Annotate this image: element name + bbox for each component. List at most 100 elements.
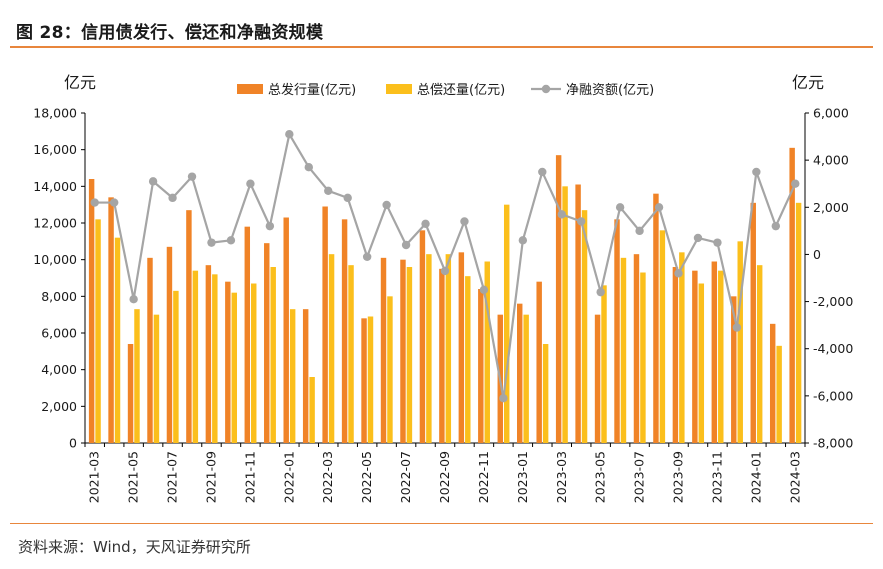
left-tick-label: 14,000: [33, 179, 77, 194]
bar-total-repayment: [484, 261, 490, 443]
net-financing-point: [791, 179, 800, 188]
net-financing-line-layer: [90, 130, 800, 403]
bar-total-issuance: [283, 217, 289, 443]
net-financing-point: [518, 236, 528, 245]
net-financing-point: [304, 163, 313, 172]
bar-total-issuance: [594, 314, 601, 443]
bar-total-repayment: [426, 254, 432, 443]
net-financing-point: [577, 217, 586, 226]
net-financing-point: [460, 217, 469, 226]
bar-total-issuance: [633, 254, 640, 443]
bar-total-issuance: [653, 193, 659, 443]
right-tick-label: 4,000: [813, 153, 849, 168]
bar-total-issuance: [731, 296, 737, 443]
bar-total-repayment: [640, 272, 646, 443]
bar-total-issuance: [692, 270, 698, 443]
bar-total-repayment: [289, 309, 296, 443]
left-tick-label: 0: [69, 436, 77, 451]
x-tick-label: 2023-01: [515, 451, 530, 503]
bar-total-issuance: [750, 202, 756, 443]
x-tick-label: 2024-03: [787, 451, 802, 503]
x-tick-label: 2022-01: [281, 451, 296, 503]
bar-total-issuance: [789, 147, 795, 444]
bar-total-issuance: [517, 303, 523, 443]
bar-total-issuance: [419, 230, 426, 443]
bar-total-issuance: [458, 252, 465, 443]
legend-label-repayment: 总偿还量(亿元): [417, 83, 505, 98]
right-tick-label: -4,000: [813, 341, 853, 356]
net-financing-point: [285, 130, 294, 139]
x-tick-label: 2021-11: [242, 451, 257, 503]
x-tick-label: 2021-03: [87, 451, 102, 503]
net-financing-point: [615, 203, 625, 212]
bar-total-repayment: [192, 270, 199, 443]
x-tick-label: 2023-05: [593, 451, 608, 503]
net-financing-point: [479, 285, 489, 294]
right-tick-label: 6,000: [813, 106, 849, 121]
net-financing-point: [557, 210, 566, 219]
bar-total-repayment: [756, 265, 763, 443]
bar-total-issuance: [166, 246, 173, 443]
net-financing-point: [693, 233, 703, 243]
right-tick-label: -2,000: [813, 294, 853, 309]
credit-bond-chart: 0 2,000 4,000 6,000 8,000 10,000 12,000 14,000 1…: [33, 73, 853, 503]
legend-label-issuance: 总发行量(亿元): [268, 82, 356, 98]
x-tick-label: 2021-05: [126, 451, 141, 503]
net-financing-point: [771, 221, 781, 231]
legend: 总发行量(亿元) 总偿还量(亿元) 净融资额(亿元): [237, 82, 654, 98]
net-financing-point: [148, 177, 158, 186]
x-tick-label: 2022-11: [476, 451, 491, 503]
bar-total-issuance: [769, 323, 776, 443]
bar-total-repayment: [523, 314, 529, 443]
bar-total-repayment: [795, 202, 802, 443]
left-axis-unit: 亿元: [64, 73, 96, 92]
net-financing-point: [168, 193, 177, 203]
bar-total-repayment: [542, 344, 549, 443]
bar-total-repayment: [562, 186, 568, 444]
bar-total-repayment: [95, 219, 101, 443]
bar-total-issuance: [205, 265, 212, 443]
source-note: 资料来源：Wind，天风证券研究所: [18, 538, 251, 556]
net-financing-point: [538, 167, 547, 177]
x-tick-label: 2022-09: [437, 451, 452, 503]
left-tick-label: 6,000: [41, 326, 77, 341]
bar-total-issuance: [108, 197, 114, 443]
bar-total-repayment: [679, 252, 685, 443]
x-tick-label: 2023-03: [554, 451, 569, 503]
x-tick-label: 2023-09: [671, 451, 686, 503]
bar-total-repayment: [776, 345, 782, 443]
bar-total-issuance: [478, 289, 484, 443]
x-tick-label: 2024-01: [748, 451, 763, 503]
bar-total-repayment: [231, 292, 238, 443]
legend-swatch-issuance: [237, 84, 263, 94]
bar-total-repayment: [387, 296, 393, 443]
bar-total-repayment: [251, 283, 257, 443]
bar-total-issuance: [127, 344, 134, 443]
left-tick-label: 18,000: [33, 106, 77, 121]
net-financing-point: [713, 238, 722, 247]
bar-total-repayment: [445, 254, 452, 443]
bar-total-issuance: [186, 210, 192, 443]
bar-total-issuance: [536, 281, 542, 443]
bar-total-issuance: [361, 318, 367, 443]
net-financing-point: [90, 198, 99, 207]
x-tick-label: 2022-03: [320, 451, 335, 503]
net-financing-point: [752, 167, 761, 177]
bar-total-issuance: [400, 259, 406, 443]
net-financing-point: [421, 219, 430, 228]
figure-title: 图 28：信用债发行、偿还和净融资规模: [16, 23, 324, 43]
left-tick-label: 2,000: [41, 399, 77, 414]
bar-total-issuance: [439, 268, 445, 443]
bar-total-repayment: [737, 241, 743, 443]
bar-total-issuance: [264, 243, 270, 443]
bars-layer: [88, 147, 802, 444]
x-tick-label: 2021-09: [203, 451, 218, 503]
x-tick-label: 2022-07: [398, 451, 413, 503]
bar-total-issuance: [341, 219, 348, 443]
bar-total-issuance: [575, 184, 581, 443]
bar-total-repayment: [270, 267, 276, 443]
net-financing-point: [635, 226, 644, 236]
right-tick-label: 2,000: [813, 200, 849, 215]
x-tick-label: 2021-07: [165, 451, 180, 503]
bar-total-repayment: [114, 237, 121, 443]
